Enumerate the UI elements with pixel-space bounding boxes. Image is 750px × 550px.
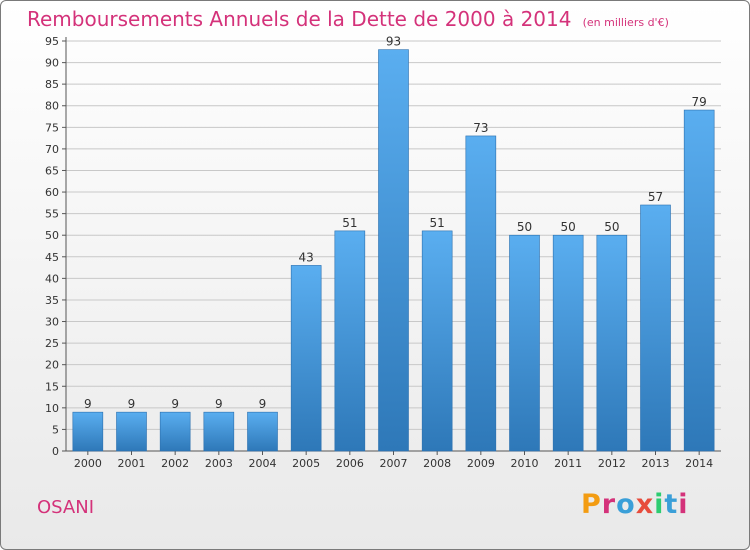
y-tick-label: 40 xyxy=(45,272,59,285)
chart-unit: (en milliers d'€) xyxy=(582,16,669,29)
bar xyxy=(159,411,191,452)
value-label: 93 xyxy=(386,35,401,49)
logo-letter: i xyxy=(678,489,689,520)
y-tick-label: 75 xyxy=(45,121,59,134)
x-tick-label: 2001 xyxy=(118,457,146,470)
x-tick-label: 2006 xyxy=(336,457,364,470)
bar xyxy=(334,230,366,452)
x-tick-label: 2009 xyxy=(467,457,495,470)
bar xyxy=(290,265,322,452)
commune-name: OSANI xyxy=(37,497,95,518)
y-tick-label: 60 xyxy=(45,186,59,199)
x-tick-label: 2004 xyxy=(249,457,277,470)
x-tick-label: 2011 xyxy=(554,457,582,470)
logo-letter: r xyxy=(601,489,617,520)
logo-letter: o xyxy=(616,489,636,520)
bar xyxy=(596,234,628,452)
x-tick-label: 2002 xyxy=(161,457,189,470)
y-tick-label: 30 xyxy=(45,316,59,329)
y-tick-label: 65 xyxy=(45,164,59,177)
value-label: 50 xyxy=(604,220,619,234)
value-label: 50 xyxy=(517,220,532,234)
value-label: 9 xyxy=(171,397,179,411)
y-tick-label: 90 xyxy=(45,57,59,70)
value-label: 73 xyxy=(473,121,488,135)
bar xyxy=(509,234,540,452)
y-tick-label: 45 xyxy=(45,251,59,264)
x-tick-label: 2012 xyxy=(598,457,626,470)
x-tick-label: 2005 xyxy=(292,457,320,470)
value-label: 43 xyxy=(299,250,314,264)
bar xyxy=(683,109,715,452)
labels: 0 5 10 15 20 25 30 35 40 45 50 55 60 65 70 75 80 85 90 95 9 2… xyxy=(45,35,713,470)
bar xyxy=(378,49,409,452)
bar xyxy=(552,234,584,452)
logo-letter: x xyxy=(635,489,655,520)
value-label: 51 xyxy=(430,216,445,230)
logo-letter: i xyxy=(654,489,665,520)
value-label: 9 xyxy=(128,397,136,411)
x-tick-label: 2010 xyxy=(511,457,539,470)
x-tick-label: 2003 xyxy=(205,457,233,470)
y-tick-label: 15 xyxy=(45,380,59,393)
y-tick-label: 5 xyxy=(52,423,59,436)
bar xyxy=(116,411,147,452)
y-tick-label: 70 xyxy=(45,143,59,156)
value-label: 9 xyxy=(259,397,267,411)
bar xyxy=(72,411,104,452)
value-label: 51 xyxy=(342,216,357,230)
y-tick-label: 25 xyxy=(45,337,59,350)
x-tick-label: 2008 xyxy=(423,457,451,470)
x-tick-label: 2007 xyxy=(380,457,408,470)
bar xyxy=(465,135,497,452)
logo-letter: t xyxy=(664,489,679,520)
bar xyxy=(203,411,235,452)
bar xyxy=(421,230,453,452)
value-label: 79 xyxy=(692,95,707,109)
y-tick-label: 0 xyxy=(52,445,59,458)
y-tick-label: 85 xyxy=(45,78,59,91)
value-label: 9 xyxy=(215,397,223,411)
chart-title: Remboursements Annuels de la Dette de 20… xyxy=(27,7,572,31)
y-tick-label: 55 xyxy=(45,208,59,221)
y-tick-label: 95 xyxy=(45,35,59,48)
title-row: Remboursements Annuels de la Dette de 20… xyxy=(27,7,669,31)
x-tick-label: 2013 xyxy=(642,457,670,470)
x-tick-label: 2000 xyxy=(74,457,102,470)
proxiti-logo: Proxiti xyxy=(581,489,689,520)
y-tick-label: 35 xyxy=(45,294,59,307)
bar xyxy=(640,204,671,452)
bar xyxy=(247,411,278,452)
y-tick-label: 80 xyxy=(45,100,59,113)
y-tick-label: 20 xyxy=(45,359,59,372)
value-label: 9 xyxy=(84,397,92,411)
x-tick-label: 2014 xyxy=(685,457,713,470)
logo-letter: P xyxy=(581,489,602,520)
bars xyxy=(72,49,715,452)
y-tick-label: 10 xyxy=(45,402,59,415)
value-label: 50 xyxy=(561,220,576,234)
value-label: 57 xyxy=(648,190,663,204)
y-tick-label: 50 xyxy=(45,229,59,242)
